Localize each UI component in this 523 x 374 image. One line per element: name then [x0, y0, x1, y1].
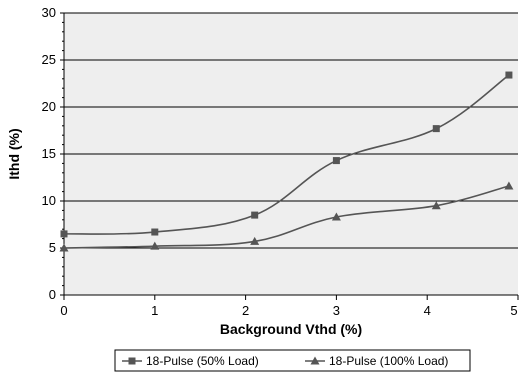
data-point	[150, 241, 160, 250]
legend-label: 18-Pulse (100% Load)	[329, 354, 448, 368]
data-point	[60, 230, 68, 238]
data-point	[59, 243, 69, 252]
y-tick-label: 0	[49, 287, 56, 302]
y-tick-label: 30	[42, 5, 56, 20]
series-2	[59, 181, 514, 252]
data-point	[251, 211, 259, 219]
data-point	[250, 236, 260, 245]
legend-box	[114, 349, 471, 372]
data-point	[332, 157, 340, 165]
series-line	[63, 74, 510, 235]
y-axis-title: Ithd (%)	[6, 128, 22, 179]
x-ticks: 0 1 2 3 4 5	[60, 295, 519, 318]
data-point	[432, 125, 440, 133]
x-axis-title: Background Vthd (%)	[220, 321, 362, 337]
x-tick-label: 3	[333, 303, 340, 318]
y-tick-label: 10	[42, 193, 56, 208]
data-point	[431, 201, 441, 210]
x-tick-label: 2	[242, 303, 249, 318]
y-tick-label: 5	[49, 240, 56, 255]
legend-label: 18-Pulse (50% Load)	[146, 354, 259, 368]
x-tick-label: 5	[510, 303, 517, 318]
legend-marker	[128, 357, 136, 365]
series-1	[60, 71, 513, 238]
y-ticks: 0 5 10 15 20 25 30	[42, 5, 64, 302]
y-tick-label: 20	[42, 99, 56, 114]
data-point	[505, 71, 513, 79]
legend-marker	[310, 356, 320, 365]
data-point	[504, 181, 514, 190]
grid-lines	[64, 12, 518, 249]
x-tick-label: 4	[424, 303, 431, 318]
x-tick-label: 0	[60, 303, 67, 318]
legend: 18-Pulse (50% Load) 18-Pulse (100% Load)	[114, 349, 471, 372]
data-point	[331, 212, 341, 221]
x-tick-label: 1	[151, 303, 158, 318]
legend-entries: 18-Pulse (50% Load) 18-Pulse (100% Load)	[122, 354, 448, 368]
data-point	[151, 228, 159, 236]
y-tick-label: 15	[42, 146, 56, 161]
y-tick-label: 25	[42, 52, 56, 67]
series-group	[59, 71, 514, 252]
